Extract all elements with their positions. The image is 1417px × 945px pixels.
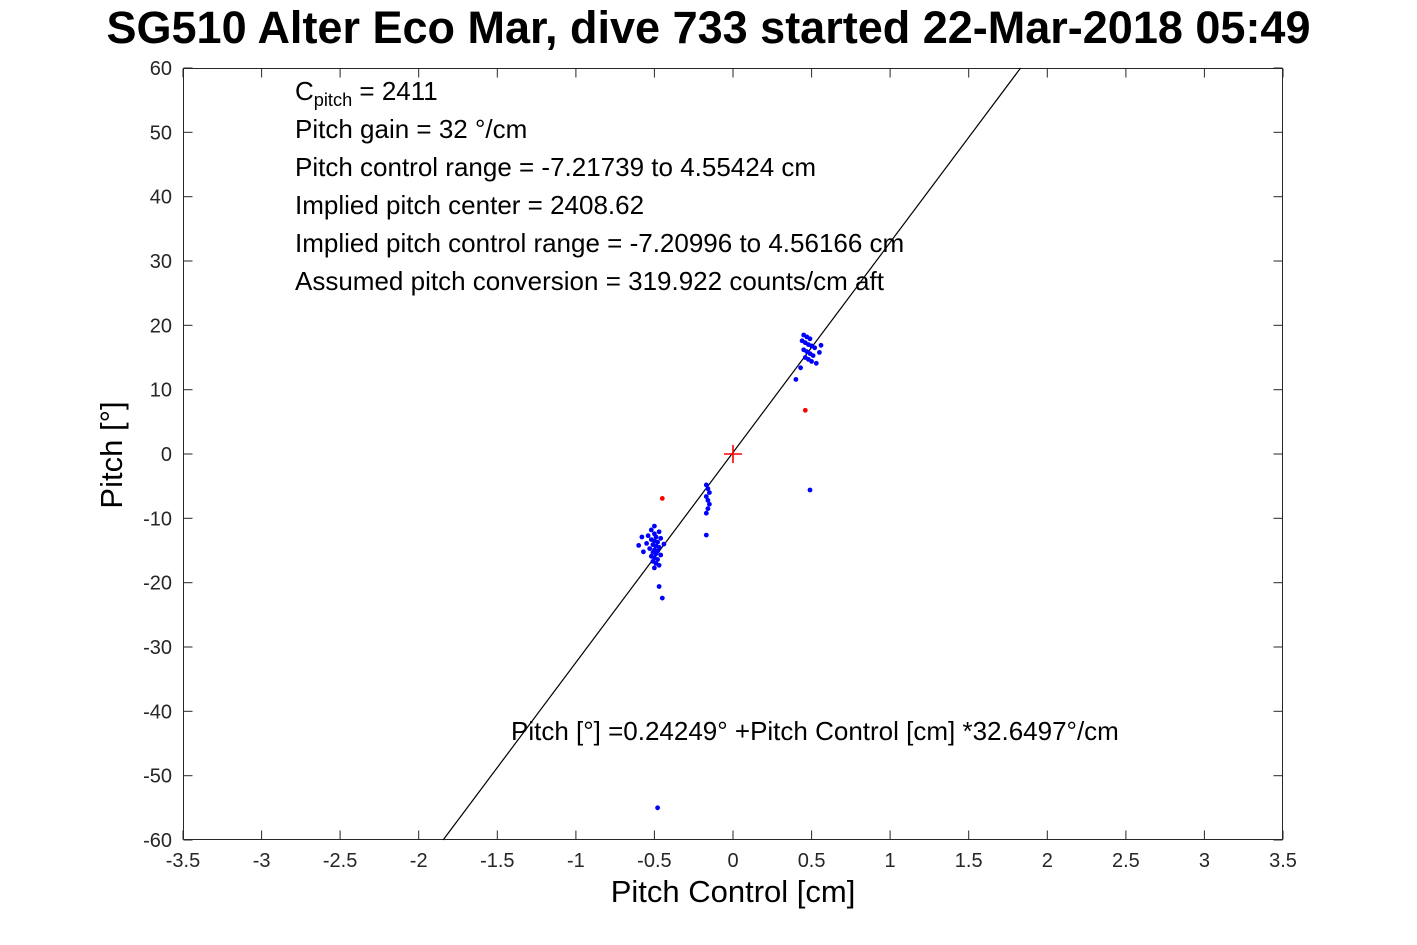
x-tick-label: -3.5 xyxy=(166,850,200,872)
scatter-point-pitch-observations xyxy=(817,350,822,355)
scatter-point-pitch-observations xyxy=(655,539,660,545)
x-tick-label: -3 xyxy=(253,850,271,872)
x-tick-label: 3.5 xyxy=(1269,850,1297,872)
scatter-point-pitch-observations xyxy=(636,543,642,548)
x-tick-label: 2 xyxy=(1042,850,1053,872)
scatter-point-pitch-observations xyxy=(807,336,813,342)
annotation-implied-pitch-center: Implied pitch center = 2408.62 xyxy=(295,190,645,220)
x-tick-label: -2 xyxy=(410,850,428,872)
scatter-point-flagged-observations xyxy=(802,407,808,413)
y-tick-label: -30 xyxy=(143,637,172,659)
scatter-point-pitch-observations xyxy=(656,584,662,589)
scatter-point-pitch-observations xyxy=(655,557,660,562)
scatter-point-pitch-observations xyxy=(705,506,711,512)
scatter-point-pitch-observations xyxy=(705,497,711,503)
scatter-point-pitch-observations xyxy=(656,562,662,568)
scatter-point-pitch-observations xyxy=(793,377,799,382)
x-tick-label: -1 xyxy=(567,850,585,872)
scatter-point-pitch-observations xyxy=(703,494,709,499)
origin-plus-marker xyxy=(724,445,742,463)
y-tick-label: -20 xyxy=(143,573,172,595)
y-tick-label: 60 xyxy=(150,58,172,80)
scatter-point-pitch-observations xyxy=(653,551,659,557)
scatter-point-pitch-observations xyxy=(658,535,664,541)
fit-equation-label: Pitch [°] =0.24249° +Pitch Control [cm] … xyxy=(511,716,1119,746)
y-tick-label: -50 xyxy=(143,766,172,788)
scatter-point-flagged-observations xyxy=(659,496,665,501)
scatter-point-pitch-observations xyxy=(813,360,819,366)
scatter-point-pitch-observations xyxy=(703,510,709,516)
scatter-point-pitch-observations xyxy=(645,533,651,539)
cpitch-subscript: pitch xyxy=(313,90,353,111)
x-tick-label: -1.5 xyxy=(480,850,514,872)
scatter-point-pitch-observations xyxy=(798,365,803,371)
scatter-point-pitch-observations xyxy=(647,546,653,551)
y-tick-label: 30 xyxy=(150,251,172,273)
plot-canvas: -3.5 -3 -2.5 -2 -1.5 -1 -0.5 0 0.5 1 1.5 2 2.5 3 3.5 -6… xyxy=(143,58,1297,872)
y-tick-label: 40 xyxy=(150,187,172,209)
scatter-point-pitch-observations xyxy=(810,353,816,358)
chart-title: SG510 Alter Eco Mar, dive 733 started 22… xyxy=(106,2,1311,53)
scatter-point-pitch-observations xyxy=(641,549,646,555)
y-tick-label: 0 xyxy=(161,444,172,466)
scatter-point-pitch-observations xyxy=(653,534,659,540)
x-tick-label: 1.5 xyxy=(955,850,983,872)
x-tick-label: 0 xyxy=(727,850,738,872)
plot-area: -3.5 -3 -2.5 -2 -1.5 -1 -0.5 0 0.5 1 1.5 2 2.5 3 3.5 -6… xyxy=(143,58,1297,872)
scatter-point-pitch-observations xyxy=(659,595,665,601)
annotation-pitch-control-range: Pitch control range = -7.21739 to 4.5542… xyxy=(295,152,817,182)
x-axis-label: Pitch Control [cm] xyxy=(610,874,856,909)
y-tick-label: 10 xyxy=(150,380,172,402)
scatter-point-pitch-observations xyxy=(652,565,657,571)
cpitch-value: = 2411 xyxy=(352,76,438,106)
scatter-point-pitch-observations xyxy=(809,359,814,364)
scatter-point-pitch-observations xyxy=(807,487,813,493)
y-tick-label: 20 xyxy=(150,315,172,337)
scatter-point-pitch-observations xyxy=(655,805,660,811)
scatter-point-pitch-observations xyxy=(639,534,645,540)
x-tick-label: 2.5 xyxy=(1112,850,1140,872)
scatter-point-pitch-observations xyxy=(818,342,824,348)
x-tick-label: 0.5 xyxy=(798,850,826,872)
annotation-cpitch: Cpitch = 2411 xyxy=(295,72,904,110)
y-tick-label: 50 xyxy=(150,122,172,144)
scatter-point-pitch-observations xyxy=(661,541,667,547)
scatter-point-pitch-observations xyxy=(703,482,709,488)
y-tick-label: -10 xyxy=(143,508,172,530)
annotation-pitch-gain: Pitch gain = 32 °/cm xyxy=(295,114,528,144)
scatter-point-pitch-observations xyxy=(648,527,654,533)
scatter-point-pitch-observations xyxy=(705,486,711,492)
scatter-point-pitch-observations xyxy=(652,523,657,529)
cpitch-symbol: C xyxy=(295,76,314,106)
scatter-point-pitch-observations xyxy=(658,552,664,558)
x-tick-label: -0.5 xyxy=(637,850,671,872)
x-tick-label: 3 xyxy=(1199,850,1210,872)
y-tick-label: -40 xyxy=(143,701,172,723)
scatter-point-pitch-observations xyxy=(656,544,662,550)
x-tick-label: -2.5 xyxy=(323,850,357,872)
x-tick-label: 1 xyxy=(885,850,896,872)
scatter-point-pitch-observations xyxy=(707,490,712,495)
annotation-block: Cpitch = 2411 Pitch gain = 32 °/cm Pitch… xyxy=(295,72,904,300)
y-axis-label: Pitch [°] xyxy=(94,401,129,509)
y-tick-label: -60 xyxy=(143,830,172,852)
scatter-point-pitch-observations xyxy=(656,529,662,535)
scatter-point-pitch-observations xyxy=(644,541,649,546)
annotation-implied-pitch-control-range: Implied pitch control range = -7.20996 t… xyxy=(295,228,905,258)
scatter-point-pitch-observations xyxy=(812,345,818,351)
annotation-assumed-pitch-conversion: Assumed pitch conversion = 319.922 count… xyxy=(295,266,884,296)
scatter-point-pitch-observations xyxy=(703,532,709,538)
scatter-point-pitch-observations xyxy=(707,501,712,507)
